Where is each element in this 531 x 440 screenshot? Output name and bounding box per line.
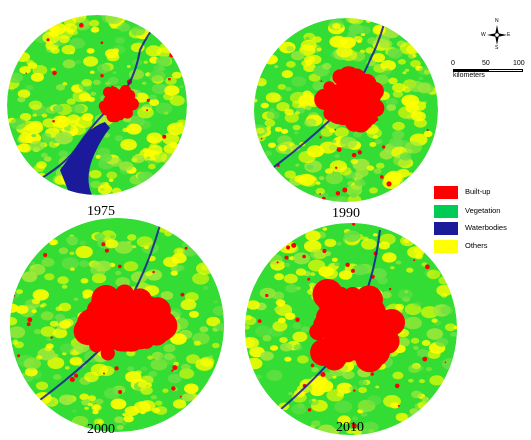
compass-north: N [495, 18, 499, 24]
compass-east: E [507, 32, 511, 38]
legend-item-others: Others [434, 240, 529, 254]
legend-swatch-builtup [434, 186, 458, 199]
year-label-1975: 1975 [87, 204, 115, 219]
legend-label-waterbodies: Waterbodies [465, 223, 507, 232]
compass-west: W [481, 32, 486, 38]
legend-label-others: Others [465, 241, 488, 250]
year-label-2000: 2000 [87, 422, 115, 437]
map-background [7, 15, 187, 195]
legend-swatch-vegetation [434, 205, 458, 218]
legend-label-vegetation: Vegetation [465, 206, 501, 215]
legend-label-builtup: Built-up [465, 187, 491, 196]
north-arrow-icon: N S E W [481, 18, 512, 51]
scale-tick-100: 100 [513, 60, 525, 67]
scale-tick-0: 0 [451, 60, 455, 67]
scale-bar-graphic [453, 69, 523, 72]
land-use-map-2000 [10, 218, 224, 432]
land-use-map-1975 [7, 15, 187, 195]
legend-swatch-others [434, 240, 458, 253]
scale-bar: 0 50 100 kilometers [449, 60, 527, 80]
scale-tick-50: 50 [482, 60, 490, 67]
legend-item-builtup: Built-up [434, 186, 529, 200]
year-label-2010: 2010 [336, 420, 364, 435]
year-label-1990: 1990 [332, 206, 360, 221]
legend-item-vegetation: Vegetation [434, 205, 529, 219]
scale-unit: kilometers [453, 72, 485, 79]
legend-swatch-waterbodies [434, 222, 458, 235]
compass-south: S [495, 45, 499, 51]
land-use-map-1990 [254, 18, 438, 202]
land-use-map-2010 [245, 223, 457, 435]
legend-item-waterbodies: Waterbodies [434, 222, 529, 236]
